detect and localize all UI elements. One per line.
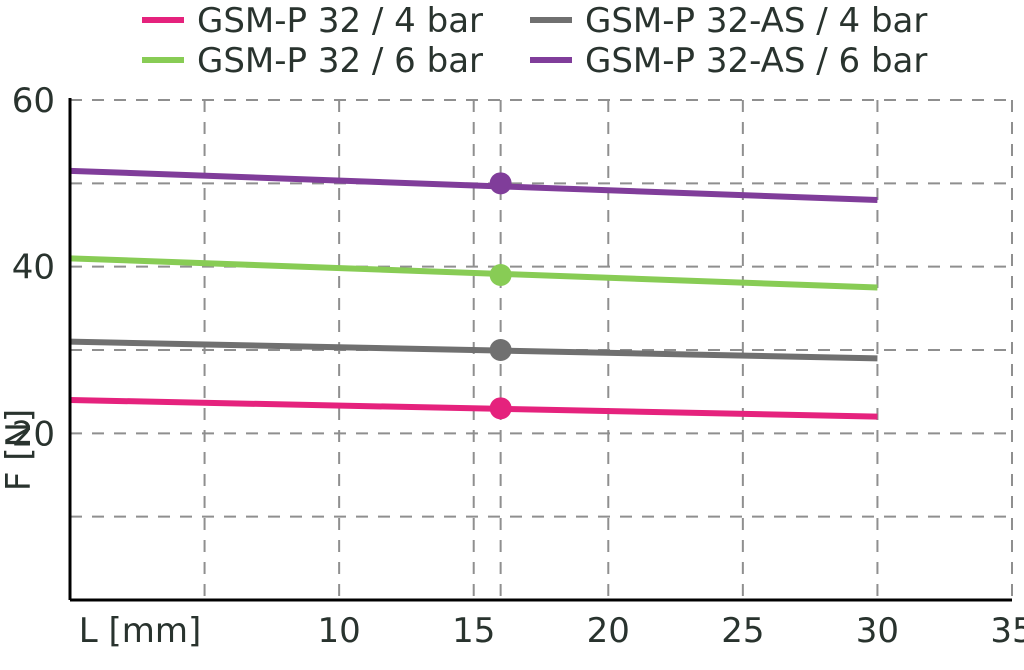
legend-label-s4: GSM-P 32-AS / 6 bar — [585, 41, 927, 81]
x-tick-label: 25 — [721, 611, 764, 651]
x-axis-title: L [mm] — [79, 611, 202, 651]
series-marker-s4 — [490, 172, 512, 194]
chart-svg: 204060101520253035L [mm]F [N]GSM-P 32 / … — [0, 0, 1024, 670]
x-tick-label: 15 — [452, 611, 495, 651]
x-tick-label: 20 — [587, 611, 630, 651]
x-tick-label: 10 — [318, 611, 361, 651]
legend-label-s1: GSM-P 32 / 4 bar — [197, 1, 483, 41]
y-tick-label: 60 — [12, 81, 55, 121]
series-marker-s2 — [490, 264, 512, 286]
y-axis-title: F [N] — [0, 409, 39, 491]
chart-container: 204060101520253035L [mm]F [N]GSM-P 32 / … — [0, 0, 1024, 670]
legend-label-s2: GSM-P 32 / 6 bar — [197, 41, 483, 81]
x-tick-label: 30 — [856, 611, 899, 651]
y-tick-label: 40 — [12, 248, 55, 288]
series-marker-s3 — [490, 339, 512, 361]
series-marker-s1 — [490, 397, 512, 419]
legend-label-s3: GSM-P 32-AS / 4 bar — [585, 1, 927, 41]
x-tick-label: 35 — [990, 611, 1024, 651]
